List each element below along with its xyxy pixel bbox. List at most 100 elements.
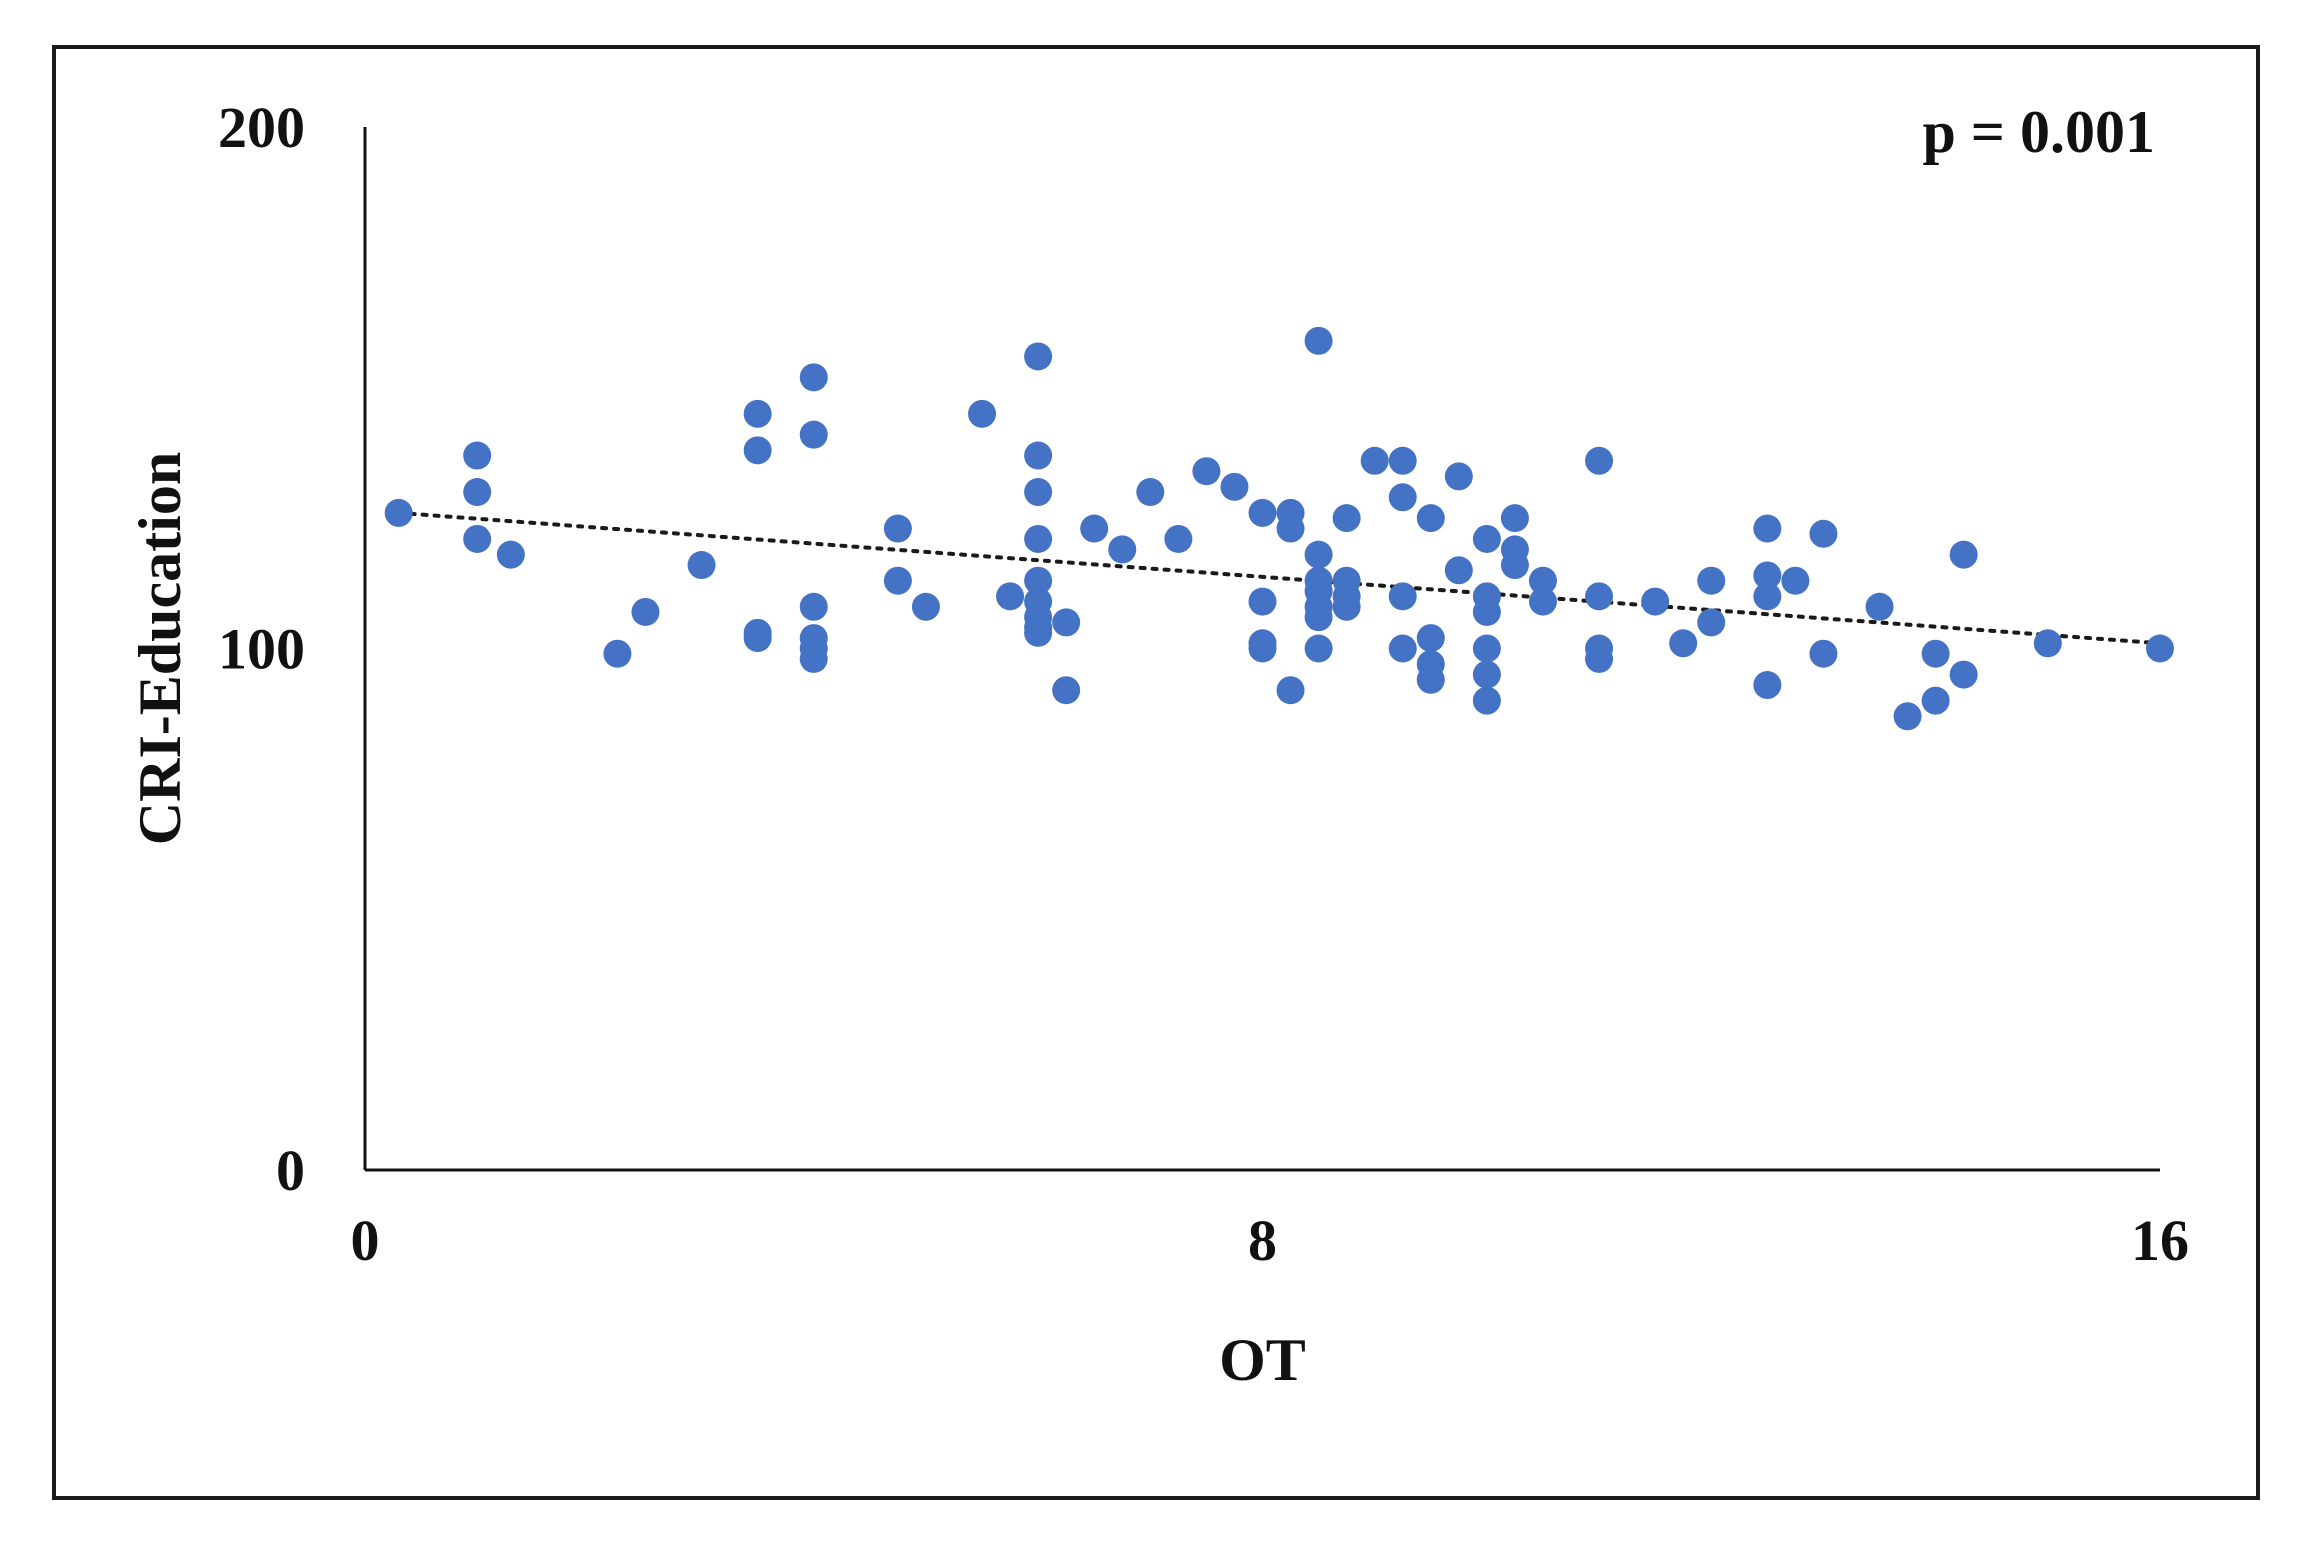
data-points-layer xyxy=(384,326,2174,731)
data-point xyxy=(1248,587,1277,616)
y-tick-label: 200 xyxy=(218,95,305,160)
data-point xyxy=(1024,342,1053,371)
data-point xyxy=(1388,446,1417,475)
data-point xyxy=(1192,457,1221,486)
data-point xyxy=(799,363,828,392)
data-point xyxy=(1949,540,1978,569)
data-point xyxy=(496,540,525,569)
data-point xyxy=(1416,665,1445,694)
data-point xyxy=(1108,535,1137,564)
data-point xyxy=(1052,608,1081,637)
data-point xyxy=(1444,556,1473,585)
data-point xyxy=(1024,618,1053,647)
data-point xyxy=(1332,504,1361,533)
data-point xyxy=(1220,472,1249,501)
x-tick-label: 16 xyxy=(2131,1208,2189,1273)
data-point xyxy=(799,420,828,449)
data-point xyxy=(463,441,492,470)
data-point xyxy=(1585,644,1614,673)
data-point xyxy=(1304,603,1333,632)
data-point xyxy=(1276,514,1305,543)
x-axis-title: OT xyxy=(1219,1327,1306,1393)
data-point xyxy=(799,592,828,621)
data-point xyxy=(1809,639,1838,668)
data-point xyxy=(1360,446,1389,475)
data-point xyxy=(463,478,492,507)
data-point xyxy=(1949,660,1978,689)
data-point xyxy=(1304,577,1333,606)
data-point xyxy=(1921,639,1950,668)
x-tick-label: 0 xyxy=(351,1208,380,1273)
data-point xyxy=(1024,566,1053,595)
p-value-annotation: p = 0.001 xyxy=(1922,99,2155,165)
data-point xyxy=(2146,634,2174,663)
y-axis-title: CRI-Education xyxy=(127,452,193,845)
data-point xyxy=(1641,587,1670,616)
data-point xyxy=(1472,660,1501,689)
data-point xyxy=(911,592,940,621)
data-point xyxy=(1052,676,1081,705)
data-point xyxy=(1865,592,1894,621)
data-point xyxy=(1669,629,1698,658)
data-point xyxy=(1416,504,1445,533)
data-point xyxy=(883,566,912,595)
data-point xyxy=(1472,597,1501,626)
data-point xyxy=(1416,624,1445,653)
data-point xyxy=(1276,676,1305,705)
tick-labels-layer: 0 8 16 0 100 200 xyxy=(218,95,2189,1273)
data-point xyxy=(883,514,912,543)
data-point xyxy=(1024,441,1053,470)
data-point xyxy=(968,399,997,428)
data-point xyxy=(743,624,772,653)
data-point xyxy=(996,582,1025,611)
data-point xyxy=(743,399,772,428)
data-point xyxy=(1753,582,1782,611)
x-tick-label: 8 xyxy=(1248,1208,1277,1273)
data-point xyxy=(2033,629,2062,658)
data-point xyxy=(1753,514,1782,543)
data-point xyxy=(1332,582,1361,611)
data-point xyxy=(1921,686,1950,715)
data-point xyxy=(1248,498,1277,527)
data-point xyxy=(1585,446,1614,475)
data-point xyxy=(1500,551,1529,580)
data-point xyxy=(1304,326,1333,355)
data-point xyxy=(1304,540,1333,569)
y-tick-label: 0 xyxy=(276,1138,305,1203)
data-point xyxy=(463,524,492,553)
data-point xyxy=(1753,671,1782,700)
data-point xyxy=(1388,483,1417,512)
data-point xyxy=(743,436,772,465)
data-point xyxy=(1472,524,1501,553)
data-point xyxy=(1388,582,1417,611)
data-point xyxy=(1444,462,1473,491)
data-point xyxy=(1136,478,1165,507)
data-point xyxy=(1585,582,1614,611)
data-point xyxy=(1304,634,1333,663)
data-point xyxy=(1697,608,1726,637)
data-point xyxy=(1809,519,1838,548)
data-point xyxy=(1248,634,1277,663)
data-point xyxy=(631,597,660,626)
data-point xyxy=(1781,566,1810,595)
chart-frame xyxy=(52,45,2260,1500)
data-point xyxy=(1164,524,1193,553)
data-point xyxy=(1893,702,1922,731)
y-tick-label: 100 xyxy=(218,617,305,682)
data-point xyxy=(1388,634,1417,663)
data-point xyxy=(1472,634,1501,663)
data-point xyxy=(1528,587,1557,616)
data-point xyxy=(799,634,828,663)
data-point xyxy=(687,551,716,580)
data-point xyxy=(1024,524,1053,553)
data-point xyxy=(1697,566,1726,595)
data-point xyxy=(1753,561,1782,590)
data-point xyxy=(1472,686,1501,715)
data-point xyxy=(384,498,413,527)
data-point xyxy=(1080,514,1109,543)
data-point xyxy=(603,639,632,668)
data-point xyxy=(1528,566,1557,595)
data-point xyxy=(1500,504,1529,533)
data-point xyxy=(1024,478,1053,507)
